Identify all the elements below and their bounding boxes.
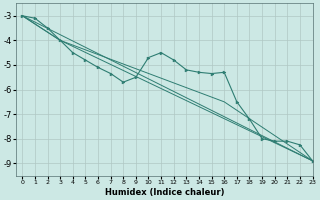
X-axis label: Humidex (Indice chaleur): Humidex (Indice chaleur) [105,188,224,197]
